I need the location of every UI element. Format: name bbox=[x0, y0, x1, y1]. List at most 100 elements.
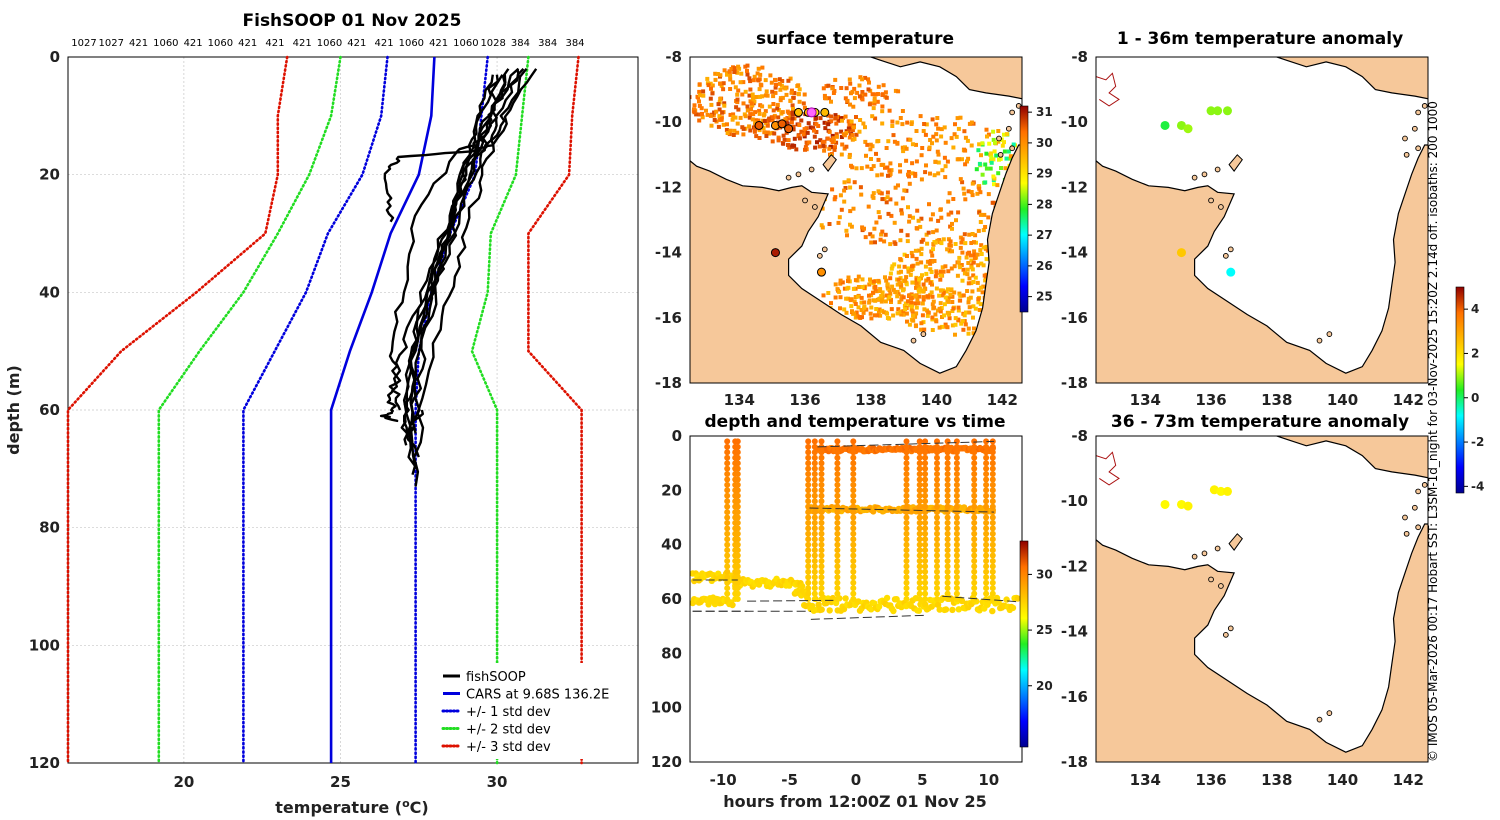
sst-pixel bbox=[881, 83, 886, 88]
timedepth-point bbox=[916, 487, 923, 494]
sst-pixel bbox=[821, 86, 826, 91]
timedepth-point bbox=[944, 541, 951, 548]
timedepth-point bbox=[724, 503, 731, 510]
timedepth-point bbox=[834, 471, 841, 477]
map-xtick-label: 142 bbox=[1393, 391, 1424, 409]
anom1-point bbox=[1160, 120, 1170, 130]
sst-pixel bbox=[965, 138, 970, 143]
sst-pixel bbox=[947, 191, 952, 196]
land-small-island bbox=[1402, 135, 1408, 142]
sst-pixel bbox=[753, 126, 758, 131]
sst-pixel bbox=[914, 142, 918, 147]
sst-pixel bbox=[697, 82, 702, 87]
sst-pixel bbox=[850, 309, 854, 314]
anom2-land bbox=[1096, 436, 1428, 762]
sst-pixel bbox=[910, 171, 915, 176]
sst-pixel bbox=[963, 322, 968, 327]
sst-pixel bbox=[842, 188, 847, 193]
timedepth-point bbox=[922, 460, 929, 467]
sst-pixel bbox=[808, 125, 813, 130]
timedepth-point bbox=[734, 514, 741, 521]
sst-pixel bbox=[956, 157, 961, 162]
sst-pixel bbox=[692, 110, 697, 115]
sst-pixel bbox=[914, 159, 919, 164]
sst-pixel bbox=[729, 67, 734, 71]
timedepth-point bbox=[916, 541, 923, 548]
sst-pixel bbox=[981, 245, 986, 250]
timedepth-point bbox=[903, 487, 910, 494]
sst-pixel bbox=[776, 138, 781, 143]
sst-title: surface temperature bbox=[756, 29, 954, 49]
sst-pixel bbox=[727, 132, 732, 137]
sst-pixel bbox=[949, 210, 954, 215]
sst-pixel bbox=[832, 147, 837, 152]
anom2-points bbox=[1160, 485, 1232, 511]
sst-pixel bbox=[748, 79, 753, 84]
sst-pixel bbox=[858, 75, 863, 80]
timedepth-point bbox=[734, 498, 741, 505]
sst-pixel bbox=[909, 250, 914, 255]
timedepth-point bbox=[989, 590, 996, 597]
land-small-island bbox=[821, 246, 828, 253]
timedepth-point bbox=[934, 585, 940, 592]
sst-pixel bbox=[932, 305, 937, 310]
timedepth-point bbox=[724, 590, 731, 597]
timedepth-point bbox=[934, 563, 940, 570]
colorbar-tick-label: 28 bbox=[1036, 197, 1053, 211]
sst-pixel bbox=[724, 128, 729, 132]
sst-pixel bbox=[823, 126, 828, 131]
land-australia bbox=[1096, 523, 1428, 762]
sst-pixel bbox=[879, 299, 884, 304]
sst-pixel bbox=[939, 134, 944, 139]
timedepth-point bbox=[809, 602, 816, 610]
profile-ytick-label: 40 bbox=[39, 283, 60, 301]
sst-pixel bbox=[893, 88, 898, 93]
timedepth-point bbox=[850, 590, 857, 597]
timedepth-xtick-label: -5 bbox=[781, 771, 798, 789]
sst-pixel bbox=[773, 90, 778, 95]
sst-pixel bbox=[956, 210, 961, 215]
timedepth-point bbox=[922, 574, 929, 581]
timedepth-point bbox=[944, 509, 951, 516]
cast-bottom-depth-label: 1060 bbox=[208, 38, 233, 49]
sst-pixel bbox=[778, 87, 783, 92]
timedepth-point bbox=[834, 449, 841, 456]
sst-pixel bbox=[839, 116, 844, 121]
sst-pixel bbox=[827, 96, 831, 101]
timedepth-point bbox=[953, 547, 960, 554]
sst-pixel bbox=[875, 139, 880, 144]
sst-pixel bbox=[820, 140, 825, 145]
sst-pixel bbox=[760, 65, 765, 70]
sst-pixel bbox=[874, 307, 879, 311]
timedepth-ytick-label: 120 bbox=[651, 753, 682, 771]
timedepth-point bbox=[834, 438, 841, 445]
timedepth-point bbox=[916, 438, 923, 445]
sst-colorbar bbox=[1019, 105, 1029, 313]
map-ytick-label: -16 bbox=[1061, 688, 1088, 706]
timedepth-point bbox=[903, 519, 910, 526]
timedepth-ytick-label: 20 bbox=[661, 481, 682, 499]
timedepth-point bbox=[850, 503, 857, 510]
timedepth-point bbox=[922, 443, 929, 450]
sst-pixel bbox=[856, 285, 861, 289]
timedepth-point bbox=[958, 597, 966, 605]
sst-pixel bbox=[982, 273, 987, 278]
timedepth-point bbox=[922, 568, 929, 575]
sst-pixel bbox=[773, 85, 778, 90]
sst-pixel bbox=[752, 99, 757, 104]
sst-pixel bbox=[950, 226, 954, 231]
sst-pixel bbox=[865, 164, 870, 169]
sst-pixel bbox=[939, 306, 944, 310]
timedepth-point bbox=[934, 509, 940, 516]
sst-pixel bbox=[834, 132, 839, 137]
sst-pixel bbox=[850, 89, 855, 94]
sst-pixel bbox=[1000, 143, 1005, 148]
sst-pixel bbox=[972, 240, 976, 245]
timedepth-point bbox=[989, 585, 996, 592]
anom1-point bbox=[1183, 124, 1193, 134]
sst-pixel bbox=[822, 148, 827, 153]
land-small-island bbox=[1218, 583, 1224, 589]
timedepth-point bbox=[916, 503, 923, 510]
sst-pixel bbox=[930, 302, 935, 307]
sst-pixel bbox=[960, 319, 965, 324]
